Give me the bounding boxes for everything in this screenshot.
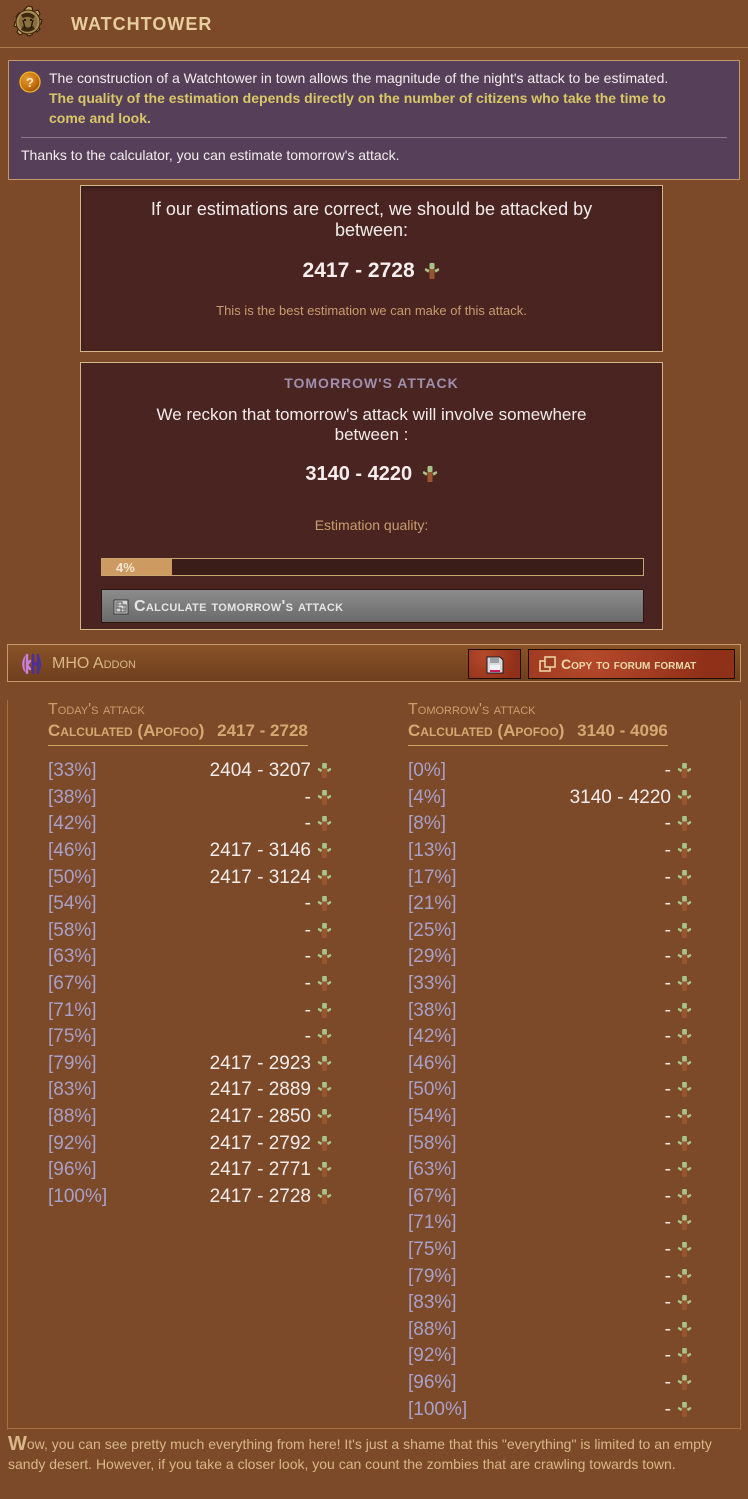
svg-text:?: ? xyxy=(26,75,34,90)
